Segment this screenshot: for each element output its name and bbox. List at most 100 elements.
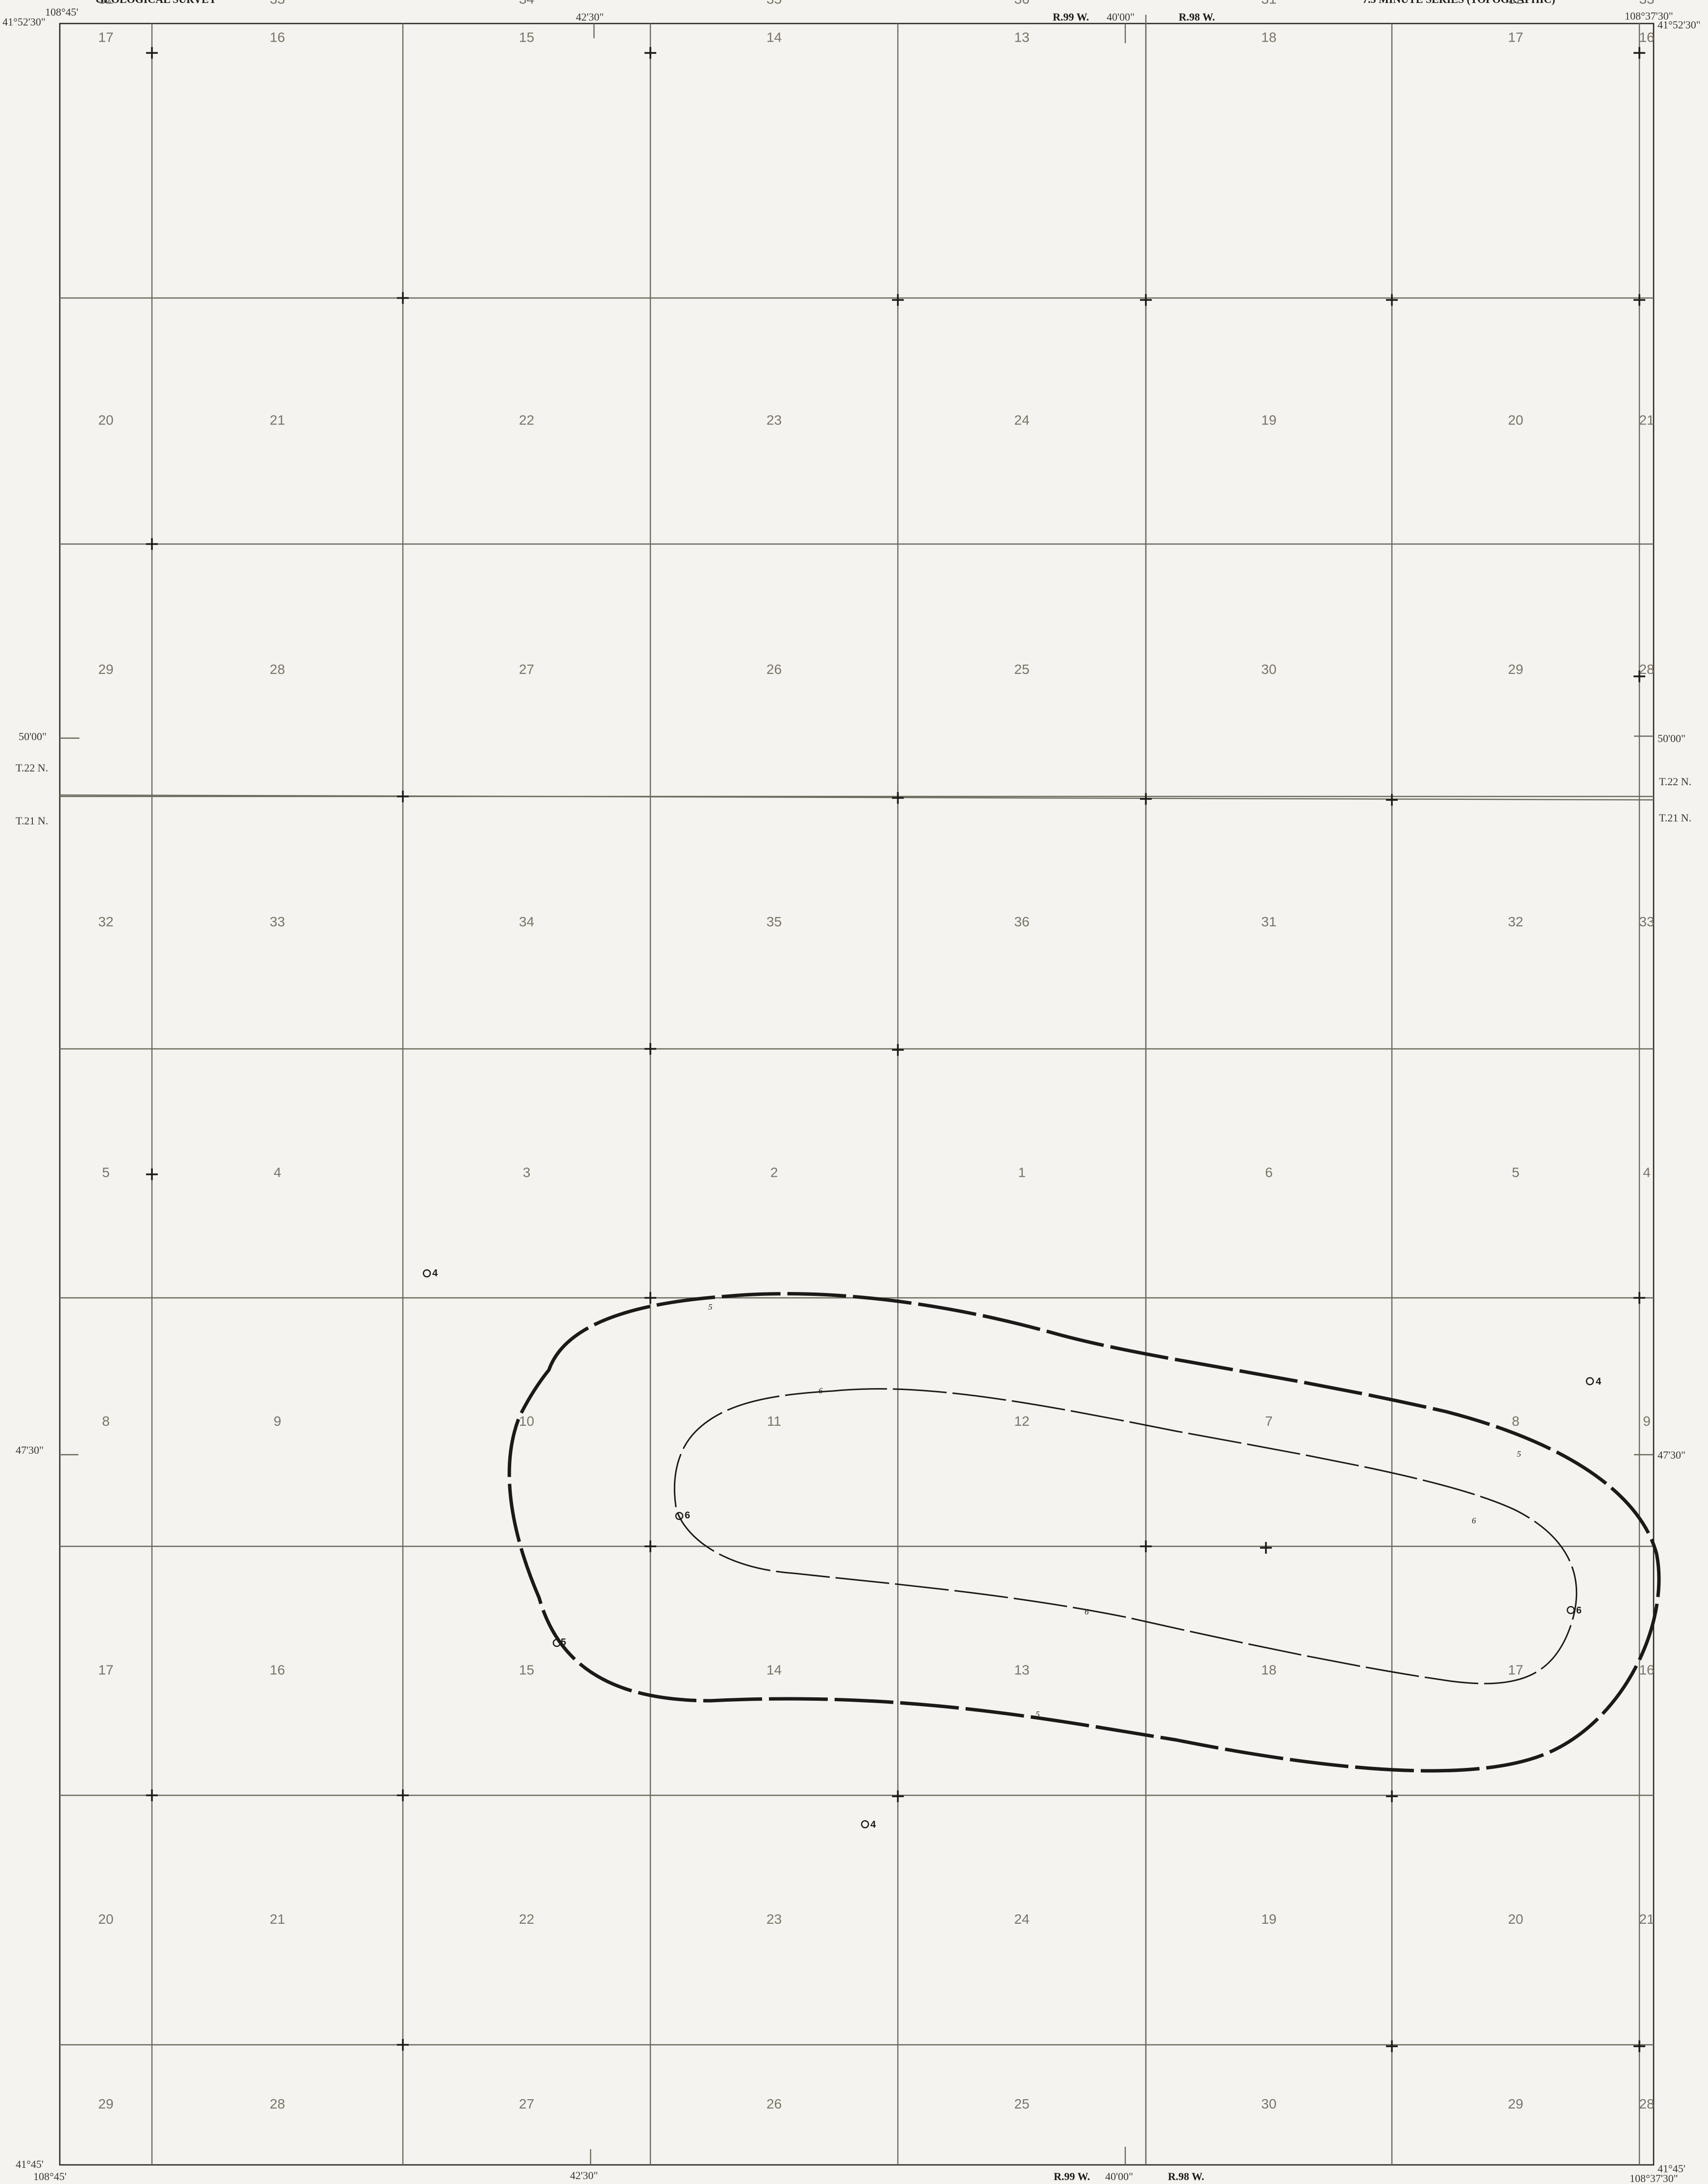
bottom-range-lon: 40'00" bbox=[1105, 2170, 1133, 2183]
section-corner-cross bbox=[1140, 1540, 1152, 1552]
bottom-right-lat: 41°45' bbox=[1658, 2162, 1685, 2175]
section-corner-cross bbox=[1140, 793, 1152, 805]
bottom-range-west: R.99 W. bbox=[1054, 2170, 1090, 2183]
contour-label-outer-3: 5 bbox=[1036, 1710, 1040, 1719]
map-neatline bbox=[59, 23, 1655, 2166]
section-number: 25 bbox=[1014, 2096, 1029, 2111]
section-number: 16 bbox=[270, 29, 285, 45]
top-mid-lon: 42'30" bbox=[576, 11, 604, 23]
point-label: 4 bbox=[432, 1268, 438, 1279]
section-number: 29 bbox=[1508, 662, 1523, 677]
section-corner-cross bbox=[146, 1168, 158, 1180]
section-corner-cross bbox=[1634, 294, 1645, 306]
section-corner-cross bbox=[1634, 2040, 1645, 2052]
section-number: 8 bbox=[1512, 1414, 1520, 1429]
section-corner-cross bbox=[397, 2039, 409, 2051]
bottom-mid-lon: 42'30" bbox=[570, 2169, 598, 2182]
point-label: 4 bbox=[1596, 1376, 1602, 1387]
section-number: 4 bbox=[1643, 1165, 1651, 1180]
section-number: 33 bbox=[1639, 914, 1654, 929]
section-number: 25 bbox=[1014, 662, 1029, 677]
section-number: 35 bbox=[767, 0, 782, 6]
section-number: 13 bbox=[1014, 1662, 1029, 1677]
section-number: 32 bbox=[98, 914, 113, 929]
section-corner-cross bbox=[644, 47, 656, 59]
section-corner-cross bbox=[644, 1292, 656, 1304]
control-points: 4 4 4 6 6 5 bbox=[422, 1268, 1602, 1830]
section-number: 20 bbox=[98, 412, 113, 427]
section-grid bbox=[59, 15, 1655, 2166]
section-number: 21 bbox=[1639, 1911, 1654, 1927]
agency-title: GEOLOGICAL SURVEY bbox=[96, 0, 217, 5]
section-number: 30 bbox=[1261, 2096, 1276, 2111]
section-number: 32 bbox=[1508, 914, 1523, 929]
section-corner-cross bbox=[146, 47, 158, 59]
section-corner-cross bbox=[397, 1789, 409, 1801]
section-number: 22 bbox=[519, 412, 534, 427]
section-number: 8 bbox=[102, 1414, 110, 1429]
bottom-left-lat: 41°45' bbox=[16, 2158, 44, 2170]
section-number: 3 bbox=[523, 1165, 531, 1180]
right-lat-4730: 47'30" bbox=[1658, 1449, 1685, 1461]
contour-outer bbox=[507, 1292, 1661, 1773]
section-corner-cross bbox=[397, 791, 409, 802]
section-number: 5 bbox=[1512, 1165, 1520, 1180]
left-township-21: T.21 N. bbox=[16, 815, 48, 827]
section-number: 4 bbox=[273, 1165, 281, 1180]
section-corner-cross bbox=[892, 792, 904, 804]
section-number: 5 bbox=[102, 1165, 110, 1180]
section-corner-cross bbox=[892, 1790, 904, 1802]
section-corner-cross bbox=[1386, 794, 1398, 806]
map-header: GEOLOGICAL SURVEY 7.5 MINUTE SERIES (TOP… bbox=[96, 0, 1555, 5]
section-number: 9 bbox=[273, 1414, 281, 1429]
section-number: 34 bbox=[519, 914, 534, 929]
section-number: 7 bbox=[1265, 1414, 1273, 1429]
section-number: 27 bbox=[519, 2096, 534, 2111]
point-marker bbox=[861, 1820, 869, 1829]
left-lat-50: 50'00" bbox=[19, 730, 47, 743]
margin-annotations: 108°45' 41°52'30" 108°37'30" 41°52'30" 4… bbox=[2, 6, 1701, 2184]
section-number: 20 bbox=[1508, 412, 1523, 427]
section-number: 21 bbox=[1639, 412, 1654, 427]
section-number: 33 bbox=[1639, 0, 1654, 6]
section-number: 31 bbox=[1261, 914, 1276, 929]
right-lat-50: 50'00" bbox=[1658, 732, 1685, 745]
section-number: 23 bbox=[767, 1911, 782, 1927]
point-marker bbox=[1585, 1377, 1594, 1386]
contour-label-inner-2: 6 bbox=[1472, 1516, 1476, 1525]
section-corner-cross bbox=[1634, 47, 1645, 59]
section-number: 16 bbox=[1639, 1662, 1654, 1677]
section-number: 28 bbox=[1639, 662, 1654, 677]
section-number: 18 bbox=[1261, 29, 1276, 45]
right-township-22: T.22 N. bbox=[1659, 775, 1691, 788]
section-corner-cross bbox=[892, 1044, 904, 1056]
section-number: 32 bbox=[1508, 0, 1523, 6]
top-range-east: R.98 W. bbox=[1179, 11, 1215, 23]
section-number: 32 bbox=[98, 0, 113, 6]
section-number: 17 bbox=[1508, 1662, 1523, 1677]
section-corner-cross bbox=[1140, 294, 1152, 306]
section-corner-cross bbox=[644, 1043, 656, 1055]
top-range-west: R.99 W. bbox=[1053, 11, 1089, 23]
section-number: 15 bbox=[519, 29, 534, 45]
section-corner-cross bbox=[1386, 2040, 1398, 2052]
section-number: 2 bbox=[770, 1165, 778, 1180]
section-number: 29 bbox=[98, 2096, 113, 2111]
top-range-lon: 40'00" bbox=[1107, 11, 1135, 23]
top-left-lon: 108°45' bbox=[45, 6, 78, 18]
section-number: 17 bbox=[98, 1662, 113, 1677]
section-number: 11 bbox=[767, 1414, 781, 1429]
section-number: 21 bbox=[270, 1911, 285, 1927]
section-corner-cross bbox=[1260, 1542, 1272, 1554]
section-number: 10 bbox=[519, 1414, 534, 1429]
section-number: 36 bbox=[1014, 0, 1029, 6]
section-corner-cross bbox=[892, 294, 904, 306]
section-number: 19 bbox=[1261, 1911, 1276, 1927]
section-number: 19 bbox=[1261, 412, 1276, 427]
section-number: 26 bbox=[767, 2096, 782, 2111]
point-label: 5 bbox=[561, 1637, 566, 1648]
bottom-range-east: R.98 W. bbox=[1168, 2170, 1204, 2183]
section-number: 16 bbox=[1639, 29, 1654, 45]
section-number: 28 bbox=[270, 662, 285, 677]
